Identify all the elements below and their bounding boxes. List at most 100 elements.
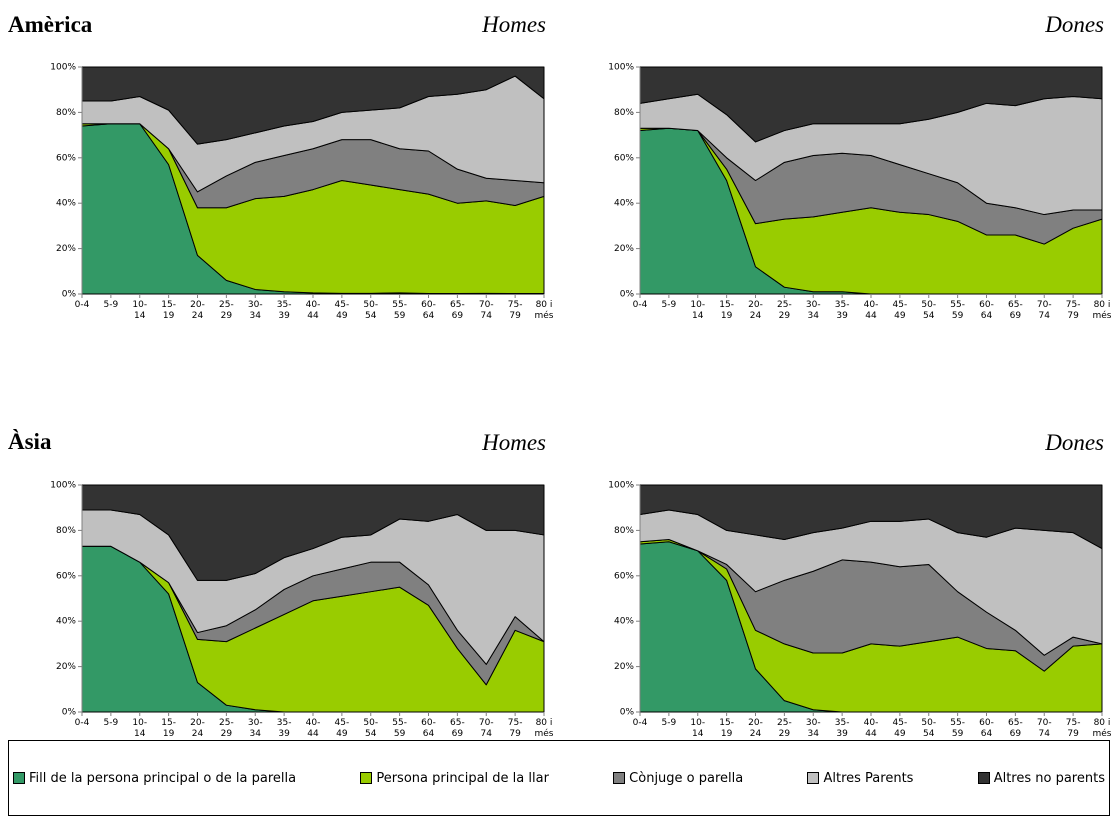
legend-item: Persona principal de la llar [360,771,549,786]
x-tick-label: 10-14 [132,300,148,321]
y-tick-label: 100% [608,63,634,73]
legend-item: Fill de la persona principal o de la par… [13,771,296,786]
y-tick-label: 100% [50,481,76,491]
legend-swatch [13,772,25,784]
x-tick-label: 35-39 [834,300,850,321]
x-tick-label: 30-34 [247,300,263,321]
legend-swatch [613,772,626,784]
y-tick-label: 0% [620,708,635,718]
y-tick-label: 60% [56,153,76,163]
x-tick-label: 55-59 [392,300,407,321]
x-tick-label: 0-4 [632,300,648,310]
legend: Fill de la persona principal o de la par… [8,740,1110,816]
region-title: Àsia [8,429,52,454]
y-tick-label: 0% [62,290,77,300]
x-tick-label: 50-54 [363,718,379,739]
x-tick-label: 40-44 [305,300,321,321]
x-tick-label: 55-59 [950,718,965,739]
x-tick-label: 55-59 [950,300,965,321]
x-tick-label: 45-49 [892,718,908,739]
y-tick-label: 60% [614,153,634,163]
x-tick-label: 65-69 [1008,300,1023,321]
y-tick-label: 80% [614,526,634,536]
x-tick-label: 10-14 [132,718,148,739]
x-tick-label: 60-64 [421,718,436,739]
y-tick-label: 0% [620,290,635,300]
x-tick-label: 15-19 [719,300,734,321]
x-tick-label: 80 i més [1092,300,1112,321]
y-tick-label: 40% [56,199,76,209]
x-tick-label: 5-9 [103,718,119,728]
x-tick-label: 60-64 [421,300,436,321]
region-title: Amèrica [8,12,93,37]
x-tick-label: 30-34 [247,718,263,739]
legend-swatch [977,772,990,784]
x-tick-label: 20-24 [190,300,205,321]
chart-title: Dones [1045,12,1104,37]
x-tick-label: 45-49 [334,300,350,321]
legend-item: Cònjuge o parella [613,771,743,786]
y-tick-label: 40% [614,617,634,627]
x-tick-label: 15-19 [719,718,734,739]
x-tick-label: 65-69 [1008,718,1023,739]
area [639,484,1103,550]
area [81,66,545,145]
x-tick-label: 75-79 [1065,718,1081,739]
x-tick-label: 80 i més [534,300,554,321]
y-tick-label: 80% [614,108,634,118]
y-tick-label: 80% [56,526,76,536]
x-tick-label: 75-79 [1065,300,1081,321]
x-tick-label: 40-44 [305,718,321,739]
y-tick-label: 60% [56,571,76,581]
x-tick-label: 30-34 [805,718,821,739]
y-tick-label: 80% [56,108,76,118]
x-tick-label: 40-44 [863,300,879,321]
y-tick-label: 40% [614,199,634,209]
y-tick-label: 20% [56,244,76,254]
x-tick-label: 20-24 [748,718,763,739]
x-tick-label: 75-79 [507,300,523,321]
y-tick-label: 20% [614,244,634,254]
x-tick-label: 50-54 [921,300,937,321]
x-tick-label: 70-74 [1036,718,1052,739]
area [81,484,545,581]
chart-title: Homes [482,430,546,455]
x-tick-label: 25-29 [777,718,792,739]
y-tick-label: 100% [50,63,76,73]
y-tick-label: 20% [56,662,76,672]
y-tick-label: 40% [56,617,76,627]
x-tick-label: 65-69 [450,300,465,321]
x-tick-label: 70-74 [1036,300,1052,321]
legend-label: Altres Parents [823,770,914,786]
x-tick-label: 15-19 [161,300,176,321]
x-tick-label: 80 i més [534,718,554,739]
x-tick-label: 5-9 [103,300,119,310]
legend-label: Cònjuge o parella [629,770,744,786]
x-tick-label: 0-4 [632,718,648,728]
x-tick-label: 35-39 [276,718,292,739]
legend-label: Fill de la persona principal o de la par… [29,770,297,786]
x-tick-label: 10-14 [690,718,706,739]
x-tick-label: 60-64 [979,718,994,739]
legend-label: Persona principal de la llar [376,770,549,786]
x-tick-label: 0-4 [74,718,90,728]
x-tick-label: 45-49 [892,300,908,321]
x-tick-label: 20-24 [190,718,205,739]
x-tick-label: 5-9 [661,718,677,728]
x-tick-label: 65-69 [450,718,465,739]
x-tick-label: 80 i més [1092,718,1112,739]
chart-title: Dones [1045,430,1104,455]
x-tick-label: 35-39 [834,718,850,739]
x-tick-label: 10-14 [690,300,706,321]
x-tick-label: 50-54 [363,300,379,321]
x-tick-label: 70-74 [478,718,494,739]
x-tick-label: 25-29 [219,300,234,321]
x-tick-label: 45-49 [334,718,350,739]
legend-item: Altres no parents [977,770,1105,786]
legend-label: Altres no parents [993,770,1105,786]
x-tick-label: 5-9 [661,300,677,310]
y-tick-label: 60% [614,571,634,581]
x-tick-label: 25-29 [219,718,234,739]
x-tick-label: 20-24 [748,300,763,321]
